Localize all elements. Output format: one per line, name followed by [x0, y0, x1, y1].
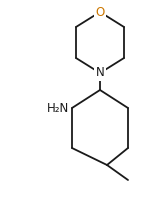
Text: N: N [96, 67, 104, 80]
Text: H₂N: H₂N [47, 102, 69, 114]
Text: O: O [95, 6, 105, 18]
